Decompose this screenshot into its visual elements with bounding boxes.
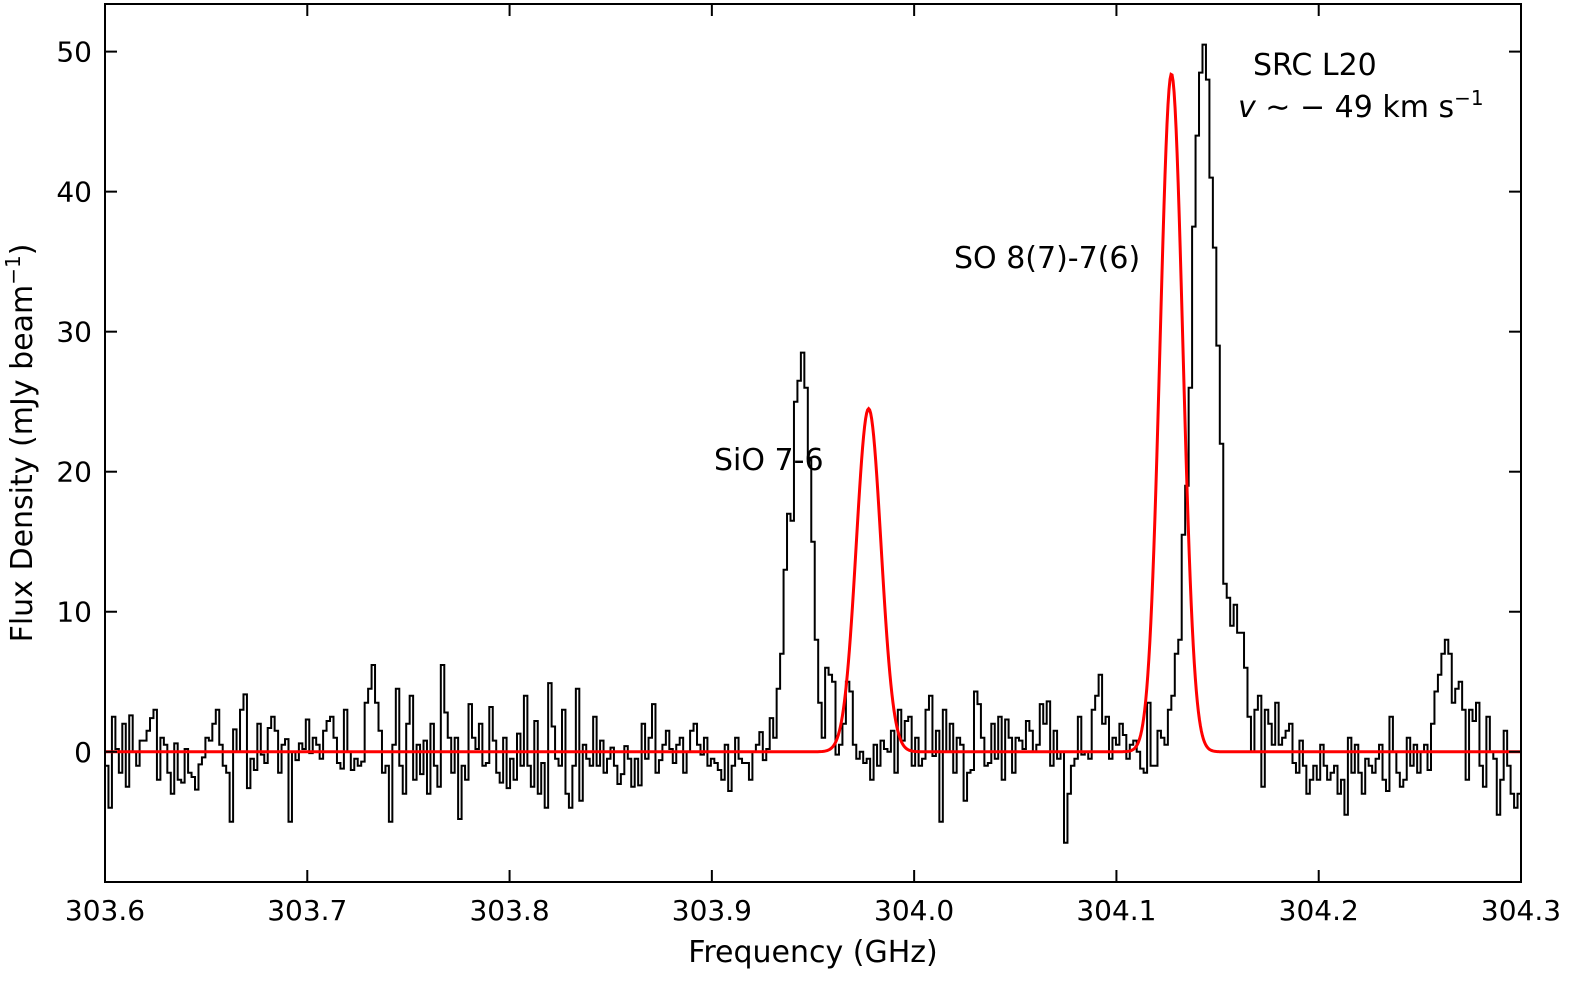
x-axis-label: Frequency (GHz) [688, 935, 937, 970]
y-tick-label: 40 [56, 176, 92, 209]
y-axis-label-sup: −1 [1, 255, 25, 284]
y-tick-label: 10 [56, 596, 92, 629]
y-tick-label: 20 [56, 456, 92, 489]
annotation-velocity: v ∼ − 49 km s−1 [1238, 86, 1484, 125]
y-tick-label: 50 [56, 36, 92, 69]
ticks-layer: 303.6 303.7 303.8 303.9 304.0 304.1 304.2 304.3… [56, 4, 1561, 927]
series-layer [105, 43, 1521, 844]
annotation-velocity-sup: −1 [1454, 86, 1483, 110]
x-tick-label: 304.1 [1076, 894, 1156, 927]
y-tick-label: 30 [56, 316, 92, 349]
y-tick-label: 0 [74, 736, 92, 769]
annotation-source: SRC L20 [1253, 48, 1377, 83]
x-tick-label: 304.0 [874, 894, 954, 927]
x-tick-label: 303.6 [65, 894, 145, 927]
x-tick-label: 303.9 [672, 894, 752, 927]
y-axis-label-close: ) [5, 244, 40, 256]
spectrum-step-line [105, 43, 1521, 844]
y-axis-label-main: Flux Density (mJy beam [5, 285, 40, 643]
annotation-line1: SiO 7-6 [714, 443, 824, 478]
annotation-velocity-symbol: v [1238, 90, 1257, 125]
annotation-line2: SO 8(7)-7(6) [954, 241, 1140, 276]
plot-area [104, 3, 1522, 883]
y-axis-label: Flux Density (mJy beam−1) [1, 244, 40, 643]
plot-frame [104, 3, 1522, 883]
x-tick-label: 303.8 [469, 894, 549, 927]
x-tick-label: 304.3 [1481, 894, 1561, 927]
x-tick-label: 304.2 [1279, 894, 1359, 927]
gaussian-fit-line [105, 72, 1521, 754]
x-tick-label: 303.7 [267, 894, 347, 927]
annotation-velocity-text: ∼ − 49 km s [1256, 90, 1454, 125]
